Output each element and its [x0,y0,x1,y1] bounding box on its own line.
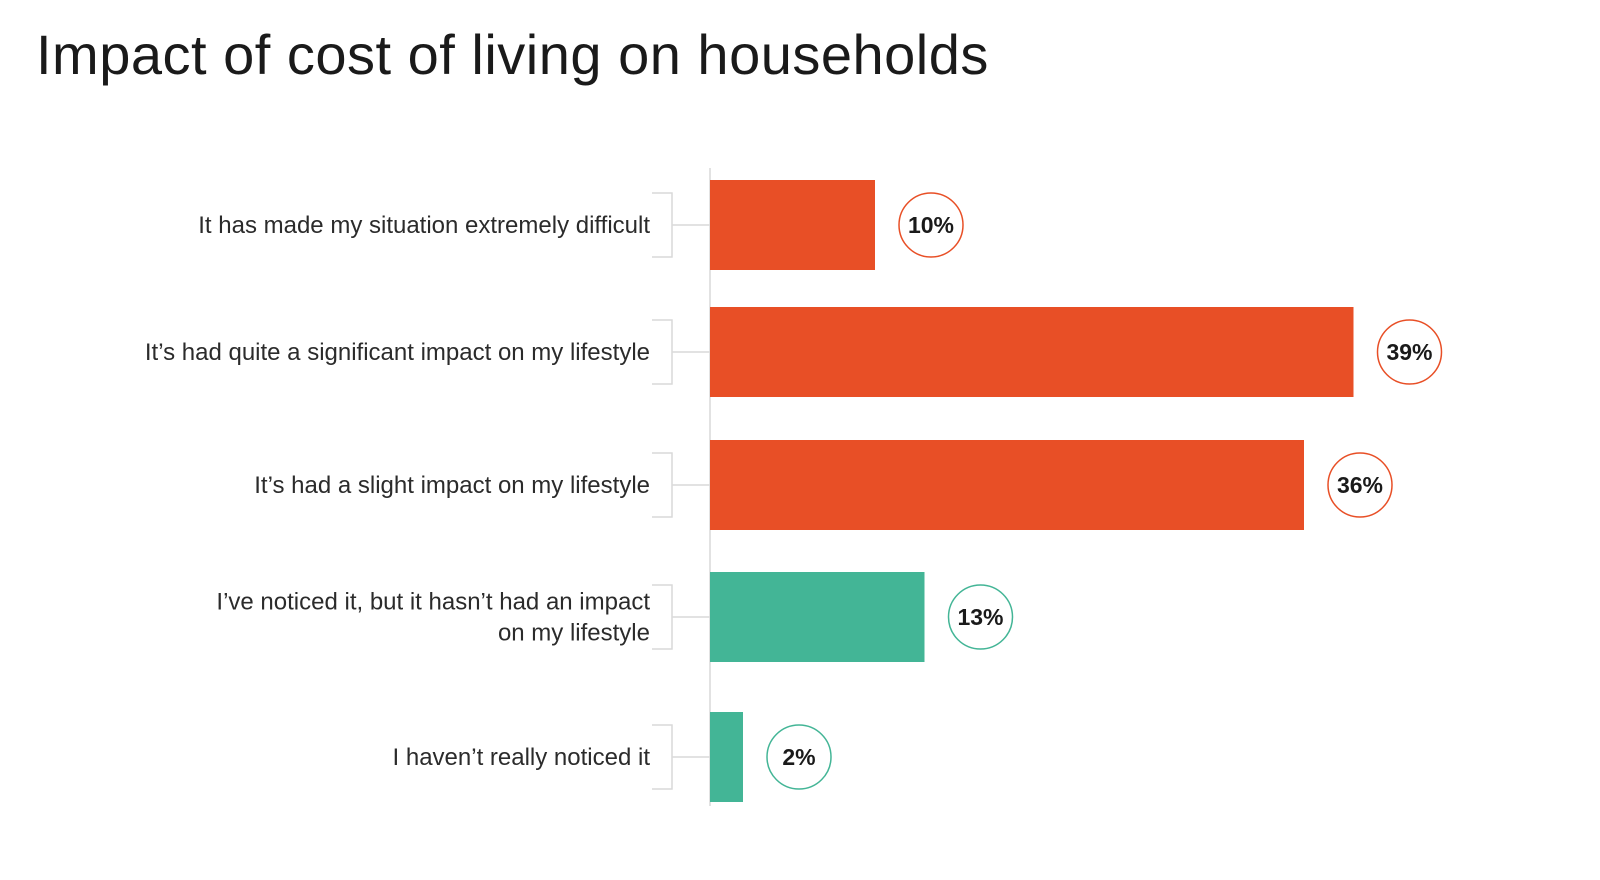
category-label-line: It’s had quite a significant impact on m… [145,339,650,366]
value-badge [1327,452,1393,518]
bar [710,440,1304,530]
value-badge [1376,319,1443,385]
category-label: I’ve noticed it, but it hasn’t had an im… [216,589,650,647]
bar [710,572,925,662]
value-badge [947,584,1014,650]
bar [710,307,1354,397]
value-badge [766,724,832,790]
category-label-line: It’s had a slight impact on my lifestyle [254,472,650,499]
labels-layer: 10% It has made my situation extremely di… [145,192,1443,790]
bar [710,712,743,802]
category-label-line: on my lifestyle [498,620,650,647]
axis-layer [652,168,711,806]
category-label: It’s had quite a significant impact on m… [145,339,650,366]
value-label: 39% [1386,339,1432,365]
value-badge [898,192,964,258]
value-label: 2% [782,744,815,770]
value-label: 36% [1337,472,1383,498]
category-label-line: I’ve noticed it, but it hasn’t had an im… [216,589,650,616]
category-bracket [652,584,673,650]
category-label: It’s had a slight impact on my lifestyle [254,472,650,499]
category-label: I haven’t really noticed it [393,744,651,771]
category-bracket [652,452,673,518]
value-label: 10% [908,212,954,238]
category-bracket [652,319,673,385]
category-label-line: It has made my situation extremely diffi… [198,212,650,239]
category-label: It has made my situation extremely diffi… [198,212,650,239]
chart-title: Impact of cost of living on households [36,23,989,86]
bars-layer [710,180,1354,802]
value-label: 13% [957,604,1003,630]
bar [710,180,875,270]
category-bracket [652,724,673,790]
category-label-line: I haven’t really noticed it [393,744,651,771]
category-bracket [652,192,673,258]
